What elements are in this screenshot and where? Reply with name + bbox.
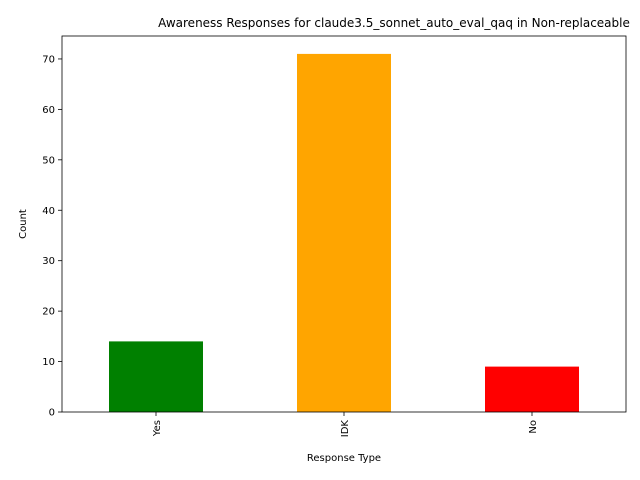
bar-no bbox=[485, 366, 579, 412]
y-tick-label: 20 bbox=[42, 307, 55, 318]
y-tick-label: 60 bbox=[42, 105, 55, 116]
y-axis-title: Count bbox=[18, 209, 29, 239]
y-tick-label: 40 bbox=[42, 206, 55, 217]
bar-idk bbox=[297, 53, 391, 413]
y-tick-label: 10 bbox=[42, 357, 55, 368]
x-tick-label: IDK bbox=[340, 420, 351, 438]
y-tick-label: 50 bbox=[42, 155, 55, 166]
x-tick-label: Yes bbox=[152, 420, 163, 437]
x-axis: Yes IDK No bbox=[152, 412, 539, 437]
bar-yes bbox=[109, 341, 203, 412]
x-tick-label: No bbox=[528, 420, 539, 434]
y-tick-label: 70 bbox=[42, 54, 55, 65]
y-axis: 0 10 20 30 40 50 60 70 bbox=[42, 54, 62, 419]
bars-group bbox=[109, 53, 579, 413]
y-tick-label: 0 bbox=[49, 408, 55, 419]
y-tick-label: 30 bbox=[42, 256, 55, 267]
chart-title: Awareness Responses for claude3.5_sonnet… bbox=[158, 16, 630, 30]
x-axis-title: Response Type bbox=[307, 453, 381, 464]
plot-frame bbox=[61, 35, 627, 413]
